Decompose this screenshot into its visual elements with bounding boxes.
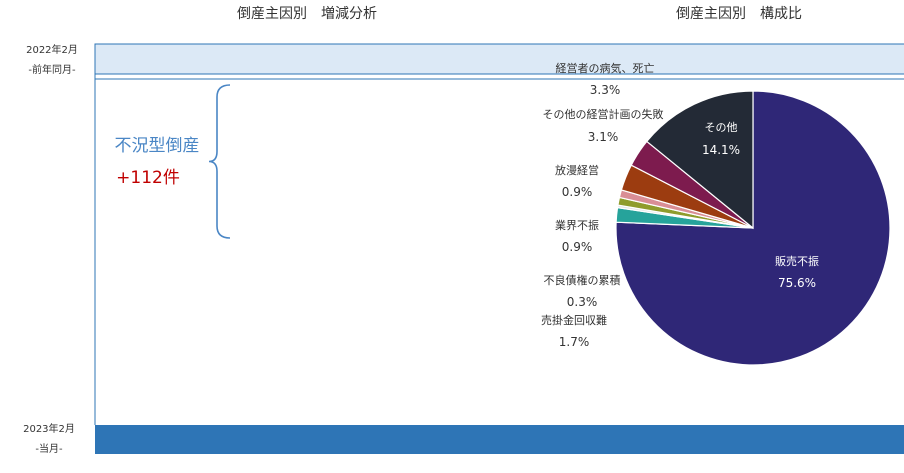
- pie-slice-pct: 0.9%: [562, 185, 593, 199]
- pie-slice-label: その他: [705, 121, 738, 134]
- pie-slice-pct: 0.3%: [567, 295, 598, 309]
- pie-title: 倒産主因別 構成比: [676, 6, 802, 22]
- group-brace: [208, 84, 231, 239]
- pie-slice-pct: 0.9%: [562, 240, 593, 254]
- pie-slice-label: その他の経営計画の失敗: [543, 107, 664, 121]
- end-sub-label: -当月-: [35, 442, 63, 455]
- pie-slice-label: 売掛金回収難: [541, 313, 607, 327]
- pie-slice-pct: 14.1%: [702, 143, 740, 157]
- end-bar: [95, 425, 904, 454]
- waterfall-chart: 428販売不振99輸出不振-1売掛金回収難10不良債権の累積1業界不振3放漫経営…: [94, 43, 904, 454]
- start-year-label: 2022年2月: [26, 43, 78, 56]
- pie-slice-pct: 75.6%: [778, 276, 816, 290]
- pie-slice-pct: 3.3%: [590, 83, 621, 97]
- group-label: 不況型倒産: [115, 136, 200, 156]
- pie-slice-label: 放漫経営: [555, 163, 599, 177]
- end-year-label: 2023年2月: [23, 422, 75, 435]
- pie-slice-pct: 1.7%: [559, 335, 590, 349]
- pie-slice: [645, 90, 754, 230]
- start-sub-label: -前年同月-: [28, 63, 76, 76]
- pie-slice-pct: 3.1%: [588, 130, 619, 144]
- waterfall-title: 倒産主因別 増減分析: [237, 5, 377, 22]
- pie-chart: 販売不振 75.6% 売掛金回収難 1.7% 不良債権の累積 0.3% 業界不振 0.9% 放漫…: [541, 61, 891, 366]
- pie-slice-label: 販売不振: [775, 254, 819, 268]
- pie-slice-label: 不良債権の累積: [544, 273, 621, 287]
- pie-slice-label: 経営者の病気、死亡: [556, 61, 655, 75]
- start-bar: [94, 43, 904, 75]
- group-total-label: +112件: [116, 168, 180, 188]
- pie-slice-label: 業界不振: [555, 218, 599, 232]
